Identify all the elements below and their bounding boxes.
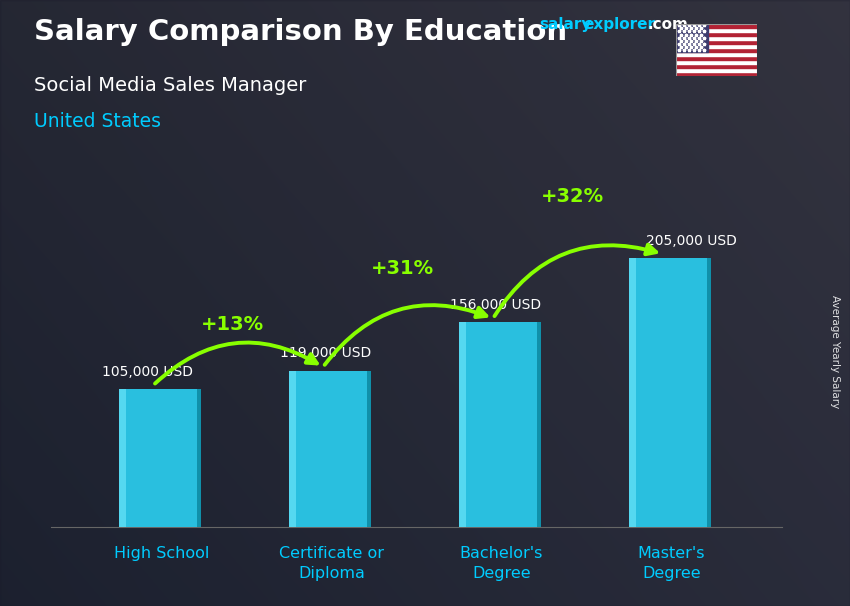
Text: Social Media Sales Manager: Social Media Sales Manager (34, 76, 306, 95)
Text: 205,000 USD: 205,000 USD (646, 233, 737, 247)
Text: Salary Comparison By Education: Salary Comparison By Education (34, 18, 567, 46)
Bar (126, 389, 197, 527)
Bar (676, 72, 756, 76)
FancyBboxPatch shape (289, 371, 296, 527)
Bar (676, 44, 756, 48)
Text: salary: salary (540, 17, 592, 32)
Bar (636, 258, 707, 527)
FancyBboxPatch shape (119, 389, 126, 527)
Bar (676, 48, 756, 52)
Text: +31%: +31% (371, 259, 434, 278)
Text: +13%: +13% (201, 315, 264, 334)
Text: 119,000 USD: 119,000 USD (280, 347, 371, 361)
Text: United States: United States (34, 112, 161, 131)
Bar (676, 64, 756, 68)
Bar (676, 52, 756, 56)
Bar (676, 32, 756, 36)
FancyBboxPatch shape (707, 258, 711, 527)
Text: 156,000 USD: 156,000 USD (450, 298, 541, 312)
Text: Average Yearly Salary: Average Yearly Salary (830, 295, 840, 408)
Bar (676, 60, 756, 64)
Text: .com: .com (648, 17, 689, 32)
Bar (676, 36, 756, 40)
Bar (676, 68, 756, 72)
Text: 105,000 USD: 105,000 USD (102, 365, 193, 379)
Bar (676, 24, 756, 28)
Bar (676, 56, 756, 60)
FancyBboxPatch shape (537, 322, 541, 527)
FancyBboxPatch shape (459, 322, 466, 527)
FancyBboxPatch shape (197, 389, 201, 527)
Bar (466, 322, 537, 527)
FancyBboxPatch shape (367, 371, 371, 527)
Bar (676, 24, 708, 52)
Bar (676, 40, 756, 44)
Text: explorer: explorer (583, 17, 655, 32)
Bar (296, 371, 367, 527)
Bar (676, 28, 756, 32)
Text: +32%: +32% (541, 187, 604, 205)
FancyBboxPatch shape (629, 258, 636, 527)
